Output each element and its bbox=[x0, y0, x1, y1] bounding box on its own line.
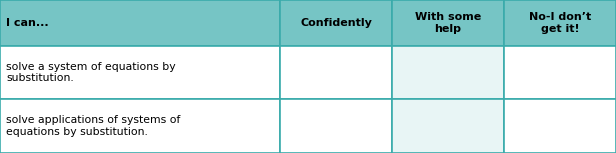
Bar bbox=[392, 99, 504, 153]
Text: I can...: I can... bbox=[6, 18, 49, 28]
Bar bbox=[504, 46, 616, 99]
Text: Confidently: Confidently bbox=[300, 18, 372, 28]
Bar bbox=[280, 0, 392, 46]
Bar bbox=[280, 46, 392, 99]
Text: No-I don’t
get it!: No-I don’t get it! bbox=[529, 12, 591, 34]
Text: solve a system of equations by
substitution.: solve a system of equations by substitut… bbox=[6, 62, 176, 84]
Text: With some
help: With some help bbox=[415, 12, 481, 34]
Bar bbox=[504, 0, 616, 46]
Bar bbox=[392, 0, 504, 46]
Bar bbox=[0, 46, 280, 99]
Bar bbox=[392, 46, 504, 99]
Bar bbox=[0, 0, 280, 46]
Text: solve applications of systems of
equations by substitution.: solve applications of systems of equatio… bbox=[6, 115, 180, 137]
Bar bbox=[280, 99, 392, 153]
Bar bbox=[0, 99, 280, 153]
Bar bbox=[504, 99, 616, 153]
